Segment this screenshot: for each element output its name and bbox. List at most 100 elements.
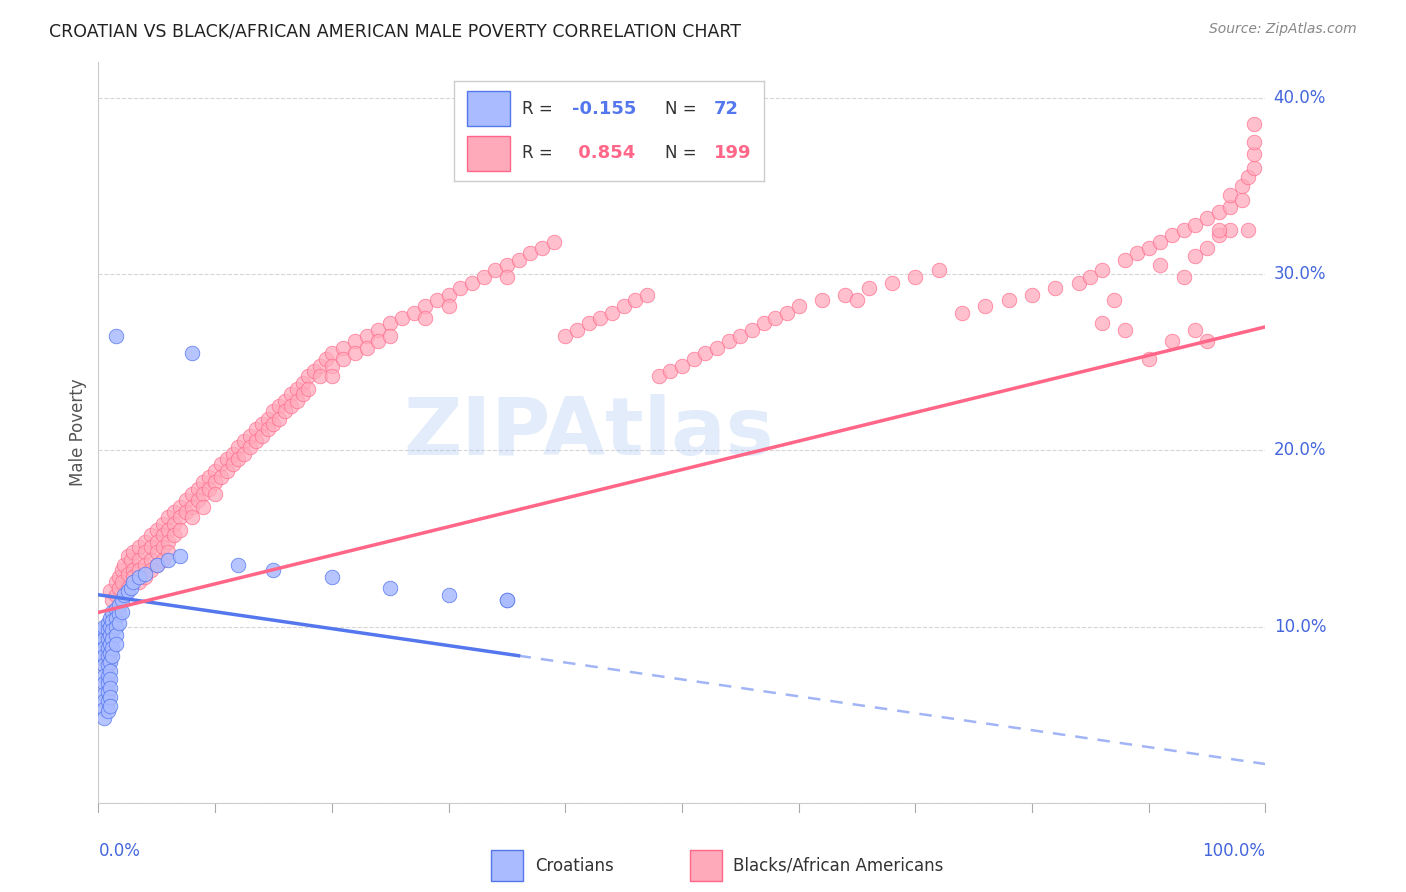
Point bbox=[1161, 334, 1184, 348]
Point bbox=[157, 545, 180, 559]
Point bbox=[752, 316, 775, 330]
Point bbox=[128, 563, 150, 577]
Point bbox=[146, 558, 169, 572]
Point bbox=[461, 276, 484, 290]
Point bbox=[169, 523, 191, 537]
Point bbox=[117, 566, 139, 581]
Point bbox=[256, 411, 278, 425]
Point bbox=[472, 270, 495, 285]
Point bbox=[111, 563, 134, 577]
Point bbox=[449, 281, 471, 295]
Point bbox=[578, 316, 600, 330]
Point bbox=[880, 276, 903, 290]
Point bbox=[97, 685, 120, 699]
Point bbox=[98, 646, 121, 660]
Point bbox=[134, 535, 156, 549]
Point bbox=[413, 299, 436, 313]
Point bbox=[233, 447, 256, 461]
Point bbox=[413, 311, 436, 326]
Point bbox=[174, 505, 197, 519]
Point bbox=[117, 581, 139, 595]
Y-axis label: Male Poverty: Male Poverty bbox=[69, 379, 87, 486]
Point bbox=[193, 487, 215, 501]
Point bbox=[180, 500, 202, 514]
Point bbox=[90, 628, 112, 642]
Point bbox=[834, 288, 856, 302]
Point bbox=[402, 306, 425, 320]
Point bbox=[496, 270, 519, 285]
Point bbox=[1114, 252, 1136, 267]
Point bbox=[624, 293, 647, 308]
Point bbox=[659, 364, 682, 378]
Point bbox=[1208, 205, 1230, 219]
Point bbox=[108, 581, 131, 595]
Point bbox=[285, 382, 308, 396]
Point bbox=[180, 487, 202, 501]
Point bbox=[321, 369, 343, 384]
Point bbox=[122, 570, 145, 584]
Point bbox=[269, 399, 291, 413]
Point bbox=[221, 458, 243, 472]
Point bbox=[508, 252, 530, 267]
Point bbox=[122, 545, 145, 559]
Point bbox=[101, 593, 124, 607]
Point bbox=[93, 640, 115, 655]
Point bbox=[120, 581, 142, 595]
Point bbox=[163, 505, 186, 519]
Point bbox=[157, 552, 180, 566]
Point bbox=[98, 681, 121, 696]
Point bbox=[519, 245, 541, 260]
Point bbox=[291, 376, 314, 391]
Point bbox=[139, 563, 162, 577]
Point bbox=[344, 346, 367, 360]
Point bbox=[904, 270, 927, 285]
Point bbox=[163, 528, 186, 542]
Point bbox=[285, 393, 308, 408]
Point bbox=[1173, 270, 1195, 285]
Point bbox=[291, 387, 314, 401]
Point bbox=[1219, 187, 1241, 202]
Point bbox=[496, 593, 519, 607]
Point bbox=[356, 328, 378, 343]
Point bbox=[112, 588, 135, 602]
Point bbox=[391, 311, 413, 326]
Point bbox=[344, 334, 367, 348]
Point bbox=[104, 588, 127, 602]
Point bbox=[332, 351, 354, 366]
Point bbox=[117, 549, 139, 563]
Point bbox=[90, 651, 112, 665]
Point bbox=[198, 469, 221, 483]
Point bbox=[152, 552, 174, 566]
Point bbox=[228, 558, 250, 572]
Point bbox=[1195, 240, 1218, 255]
Point bbox=[262, 563, 284, 577]
Point bbox=[565, 323, 588, 337]
Point bbox=[1184, 323, 1206, 337]
Point bbox=[98, 673, 121, 687]
Point bbox=[228, 440, 250, 454]
Point bbox=[787, 299, 810, 313]
Point bbox=[332, 341, 354, 355]
Point bbox=[297, 369, 319, 384]
Point bbox=[139, 540, 162, 554]
Point bbox=[152, 517, 174, 532]
Point bbox=[98, 628, 121, 642]
Point bbox=[152, 528, 174, 542]
Point bbox=[139, 528, 162, 542]
Text: Source: ZipAtlas.com: Source: ZipAtlas.com bbox=[1209, 22, 1357, 37]
Point bbox=[1237, 169, 1260, 184]
Point bbox=[180, 510, 202, 524]
Point bbox=[93, 669, 115, 683]
Point bbox=[437, 588, 460, 602]
Point bbox=[1091, 316, 1114, 330]
Point bbox=[209, 458, 232, 472]
Point bbox=[97, 632, 120, 646]
Point bbox=[104, 637, 127, 651]
Point bbox=[997, 293, 1019, 308]
Point bbox=[134, 566, 156, 581]
Point bbox=[97, 693, 120, 707]
Point bbox=[97, 704, 120, 718]
Point bbox=[1149, 258, 1171, 272]
Point bbox=[1091, 263, 1114, 277]
Point bbox=[846, 293, 869, 308]
